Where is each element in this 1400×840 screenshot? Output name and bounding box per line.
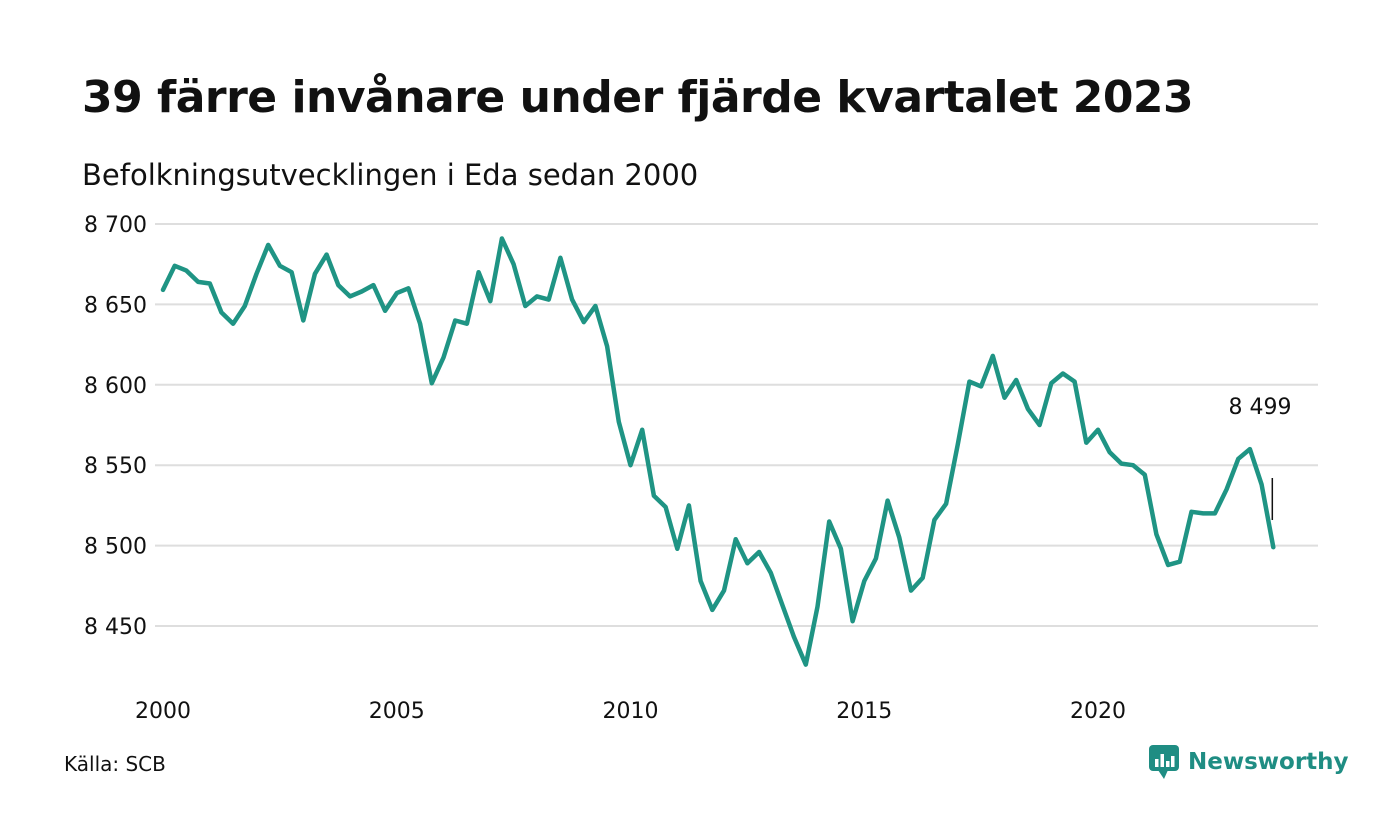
logo-text: Newsworthy xyxy=(1188,749,1349,775)
source-note: Källa: SCB xyxy=(64,752,166,776)
chart-subtitle: Befolkningsutvecklingen i Eda sedan 2000 xyxy=(82,158,699,192)
newsworthy-chat-chart-icon xyxy=(1149,745,1179,779)
y-tick-label: 8 500 xyxy=(84,535,147,560)
x-tick-label: 2020 xyxy=(1070,699,1126,724)
x-tick-label: 2010 xyxy=(603,699,659,724)
x-tick-label: 2005 xyxy=(369,699,425,724)
y-tick-label: 8 600 xyxy=(84,374,147,399)
y-axis-ticks: 8 450 8 500 8 550 8 600 8 650 8 700 xyxy=(84,213,147,640)
x-axis-ticks: 2000 2005 2010 2015 2020 xyxy=(135,699,1126,724)
annotation-label: 8 499 xyxy=(1229,395,1292,420)
newsworthy-logo: Newsworthy xyxy=(1148,744,1349,780)
y-tick-label: 8 550 xyxy=(84,454,147,479)
y-tick-label: 8 650 xyxy=(84,293,147,318)
grid-lines xyxy=(155,223,1318,627)
last-value-annotation: 8 499 xyxy=(1229,395,1292,520)
x-tick-label: 2015 xyxy=(836,699,892,724)
x-tick-label: 2000 xyxy=(135,699,191,724)
population-line xyxy=(160,236,1276,667)
y-tick-label: 8 700 xyxy=(84,213,147,238)
y-tick-label: 8 450 xyxy=(84,615,147,640)
chart-title: 39 färre invånare under fjärde kvartalet… xyxy=(82,72,1194,123)
